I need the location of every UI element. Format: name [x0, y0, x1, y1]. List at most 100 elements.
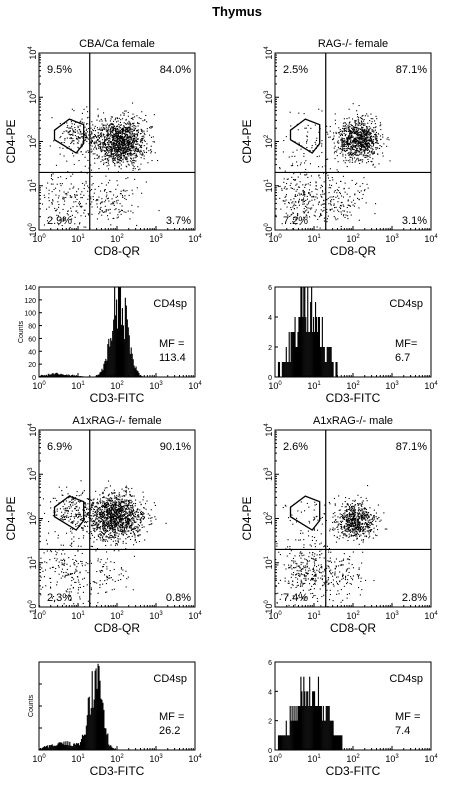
event-dot: [104, 151, 106, 153]
event-dot: [298, 198, 300, 200]
event-dot: [127, 123, 129, 125]
event-dot: [120, 530, 122, 532]
event-dot: [63, 198, 65, 200]
histogram-bar: [93, 376, 95, 377]
y-tick-label: 104: [28, 423, 38, 437]
event-dot: [138, 534, 140, 536]
event-dot: [112, 129, 114, 131]
event-dot: [108, 524, 110, 526]
event-dot: [362, 126, 364, 128]
event-dot: [132, 523, 134, 525]
event-dot: [100, 500, 102, 502]
event-dot: [110, 512, 112, 514]
event-dot: [107, 215, 109, 217]
event-dot: [117, 527, 119, 529]
event-dot: [355, 160, 357, 162]
quadrant-percent-lower-right: 3.1%: [402, 215, 427, 227]
event-dot: [346, 166, 348, 168]
event-dot: [102, 527, 104, 529]
event-dot: [134, 136, 136, 138]
event-dot: [79, 131, 81, 133]
event-dot: [53, 188, 55, 190]
event-dot: [128, 527, 130, 529]
event-dot: [376, 138, 378, 140]
event-dot: [104, 150, 106, 152]
event-dot: [130, 117, 132, 119]
event-dot: [133, 130, 135, 132]
event-dot: [106, 137, 108, 139]
y-tick-label-group: 104: [28, 46, 38, 60]
event-dot: [105, 139, 107, 141]
event-dot: [108, 164, 110, 166]
event-dot: [138, 117, 140, 119]
event-dot: [123, 143, 125, 145]
event-dot: [107, 521, 109, 523]
event-dot: [66, 194, 68, 196]
event-dot: [352, 130, 354, 132]
event-dot: [292, 165, 294, 167]
event-dot: [379, 147, 381, 149]
event-dot: [362, 141, 364, 143]
event-dot: [137, 526, 139, 528]
event-dot: [124, 517, 126, 519]
event-dot: [145, 114, 147, 116]
event-dot: [121, 531, 123, 533]
event-dot: [116, 155, 118, 157]
event-dot: [303, 153, 305, 155]
event-dot: [352, 132, 354, 134]
y-tick-label: 80: [28, 324, 36, 331]
event-dot: [84, 133, 86, 135]
event-dot: [121, 517, 123, 519]
event-dot: [115, 505, 117, 507]
event-dot: [362, 123, 364, 125]
event-dot: [350, 205, 352, 207]
event-dot: [123, 211, 125, 213]
event-dot: [128, 130, 130, 132]
event-dot: [101, 182, 103, 184]
histogram-bar: [80, 376, 83, 377]
event-dot: [69, 127, 71, 129]
event-dot: [113, 204, 115, 206]
event-dot: [365, 137, 367, 139]
event-dot: [117, 537, 119, 539]
event-dot: [127, 140, 129, 142]
event-dot: [99, 521, 101, 523]
event-dot: [109, 522, 111, 524]
event-dot: [109, 138, 111, 140]
event-dot: [115, 509, 117, 511]
event-dot: [90, 151, 92, 153]
event-dot: [335, 206, 337, 208]
event-dot: [141, 130, 143, 132]
event-dot: [119, 155, 121, 157]
event-dot: [315, 182, 317, 184]
event-dot: [116, 143, 118, 145]
event-dot: [103, 502, 105, 504]
histogram-bar: [109, 346, 111, 377]
event-dot: [347, 141, 349, 143]
event-dot: [328, 136, 330, 138]
event-dot: [119, 523, 121, 525]
event-dot: [347, 127, 349, 129]
event-dot: [105, 504, 107, 506]
event-dot: [101, 146, 103, 148]
event-dot: [104, 119, 106, 121]
event-dot: [360, 117, 362, 119]
event-dot: [109, 124, 111, 126]
event-dot: [115, 129, 117, 131]
event-dot: [320, 204, 322, 206]
event-dot: [293, 179, 295, 181]
event-dot: [141, 142, 143, 144]
event-dot: [283, 200, 285, 202]
event-dot: [105, 125, 107, 127]
event-dot: [124, 144, 126, 146]
event-dot: [143, 158, 145, 160]
population-label: CD4sp: [153, 298, 187, 310]
event-dot: [111, 500, 113, 502]
event-dot: [97, 114, 99, 116]
event-dot: [122, 523, 124, 525]
event-dot: [79, 137, 81, 139]
event-dot: [125, 123, 127, 125]
event-dot: [111, 519, 113, 521]
event-dot: [72, 129, 74, 131]
event-dot: [132, 144, 134, 146]
